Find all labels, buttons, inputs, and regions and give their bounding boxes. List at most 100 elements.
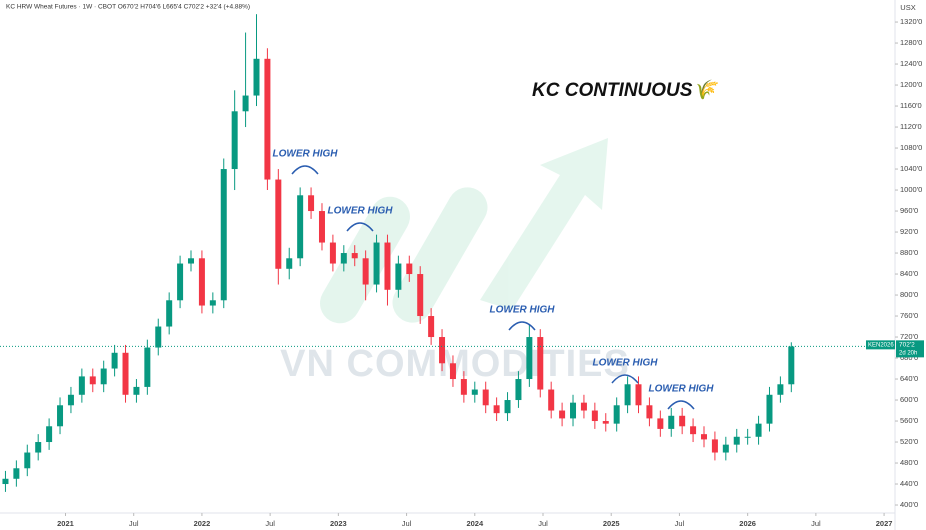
annotation-arc: [291, 165, 319, 175]
y-tick-label: 1040'0: [900, 164, 922, 173]
candle-body: [24, 452, 31, 469]
y-tick-label: 920'0: [900, 227, 918, 236]
candle-body: [209, 300, 216, 306]
y-tick-label: 1240'0: [900, 59, 922, 68]
candle-body: [78, 376, 85, 395]
candle-body: [471, 389, 478, 395]
candle-body: [690, 426, 697, 435]
y-tick-label: 520'0: [900, 437, 918, 446]
candle-body: [395, 263, 402, 290]
y-tick-label: 880'0: [900, 248, 918, 257]
candle-body: [449, 363, 456, 380]
price-badge: [896, 340, 924, 358]
candle-body: [111, 352, 118, 369]
candle-body: [439, 337, 446, 364]
candle-body: [482, 389, 489, 406]
annotation-arc: [611, 374, 639, 384]
candle-body: [329, 242, 336, 264]
x-tick-label: 2024: [466, 519, 484, 528]
y-tick-label: 1120'0: [900, 122, 922, 131]
candle-body: [417, 274, 424, 317]
y-tick-label: 1280'0: [900, 38, 922, 47]
annotation: LOWER HIGH: [593, 358, 659, 369]
title: KC CONTINUOUS🌾: [532, 79, 719, 101]
annotation: LOWER HIGH: [328, 206, 394, 217]
symbol-label: KEN2026: [868, 342, 894, 348]
y-tick-label: 760'0: [900, 311, 918, 320]
y-tick-label: 1080'0: [900, 143, 922, 152]
x-tick-label: Jul: [402, 519, 412, 528]
candle-body: [177, 263, 184, 301]
candle-body: [166, 300, 173, 327]
candle-body: [722, 444, 729, 453]
candle-body: [264, 58, 271, 180]
y-tick-label: 440'0: [900, 479, 918, 488]
x-tick-label: 2027: [876, 519, 893, 528]
candle-body: [188, 258, 195, 264]
candle-body: [428, 316, 435, 338]
candle-body: [67, 394, 74, 406]
candle-body: [548, 389, 555, 411]
x-tick-label: Jul: [265, 519, 275, 528]
candle-body: [133, 386, 140, 395]
candle-body: [122, 352, 129, 395]
candle-body: [460, 379, 467, 395]
candle-body: [35, 442, 42, 453]
x-tick-label: 2022: [194, 519, 211, 528]
candle-body: [613, 405, 620, 424]
candle-body: [286, 258, 293, 269]
price-badge: [866, 340, 895, 350]
candle-body: [362, 258, 369, 285]
x-tick-label: Jul: [811, 519, 821, 528]
candle-body: [373, 242, 380, 285]
annotation: LOWER HIGH: [490, 305, 556, 316]
candle-body: [766, 394, 773, 424]
candle-body: [504, 400, 511, 414]
y-tick-label: 840'0: [900, 269, 918, 278]
candle-body: [526, 337, 533, 380]
y-tick-label: 600'0: [900, 395, 918, 404]
y-tick-label: 1160'0: [900, 101, 922, 110]
candle-body: [100, 368, 107, 385]
candle-body: [351, 253, 358, 259]
candle-body: [308, 195, 315, 212]
y-tick-label: 480'0: [900, 458, 918, 467]
y-tick-label: 800'0: [900, 290, 918, 299]
candle-body: [493, 405, 500, 414]
x-tick-label: 2025: [603, 519, 620, 528]
y-tick-label: 560'0: [900, 416, 918, 425]
candle-body: [242, 95, 249, 112]
annotation: LOWER HIGH: [273, 149, 339, 160]
annotation-arc: [667, 400, 695, 410]
candle-body: [155, 326, 162, 348]
candle-body: [646, 405, 653, 419]
candle-body: [559, 410, 566, 419]
candle-body: [340, 253, 347, 264]
last-price-label: 702'2: [899, 342, 915, 349]
candle-body: [668, 415, 675, 429]
candle-body: [13, 468, 20, 479]
countdown: 2d 20h: [899, 350, 917, 356]
candle-body: [231, 111, 238, 170]
candle-body: [144, 347, 151, 387]
y-tick-label: 640'0: [900, 374, 918, 383]
candle-body: [591, 410, 598, 422]
candle-body: [580, 402, 587, 411]
candle-body: [711, 439, 718, 453]
x-tick-label: 2023: [330, 519, 347, 528]
annotation-arc: [346, 222, 374, 232]
candle-body: [318, 211, 325, 243]
candle-body: [679, 415, 686, 427]
annotation-arc: [508, 321, 536, 331]
y-tick-label: 680'0: [900, 353, 918, 362]
candle-body: [89, 376, 96, 385]
candle-body: [624, 384, 631, 406]
candle-body: [198, 258, 205, 306]
header: KC HRW Wheat Futures · 1W · CBOT O670'2 …: [6, 4, 250, 11]
x-tick-label: Jul: [129, 519, 139, 528]
candle-body: [657, 418, 664, 429]
y-tick-label: 960'0: [900, 206, 918, 215]
candle-body: [220, 169, 227, 301]
